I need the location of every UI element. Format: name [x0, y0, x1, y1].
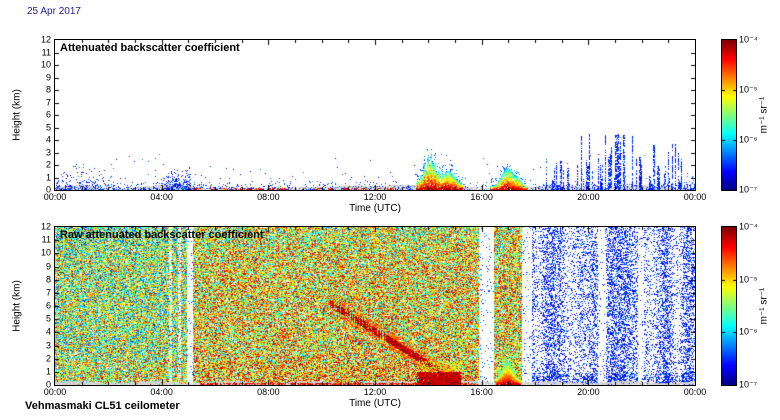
- panel2-title: Raw attenuated backscatter coefficient: [60, 229, 264, 241]
- panel2-colorbar-label: m⁻¹ sr⁻¹: [758, 287, 770, 325]
- x-tick-label: 16:00: [470, 192, 493, 202]
- colorbar-tick-label: 10⁻⁵: [739, 84, 758, 95]
- colorbar-tick-label: 10⁻⁵: [739, 274, 758, 285]
- x-tick-label: 20:00: [577, 192, 600, 202]
- panel2-colorbar: [721, 226, 737, 386]
- x-tick-label: 20:00: [577, 387, 600, 397]
- y-tick-label: 12: [40, 34, 51, 45]
- colorbar-tick-label: 10⁻⁴: [739, 34, 758, 45]
- y-tick-label: 0: [45, 184, 51, 195]
- y-tick-label: 5: [45, 313, 51, 324]
- colorbar-tick-label: 10⁻⁷: [739, 184, 758, 195]
- panel1-colorbar-label: m⁻¹ sr⁻¹: [758, 96, 770, 134]
- panel2-y-axis-label: Height (km): [11, 280, 23, 332]
- y-tick-label: 10: [40, 247, 51, 258]
- y-tick-label: 5: [45, 122, 51, 132]
- attenuated-backscatter-heatmap: [55, 40, 695, 190]
- y-tick-label: 11: [41, 47, 51, 57]
- y-tick-label: 1: [45, 366, 51, 377]
- y-tick-label: 2: [45, 353, 51, 364]
- x-tick-label: 00:00: [43, 192, 67, 202]
- x-tick-label: 04:00: [150, 192, 173, 202]
- y-tick-label: 9: [45, 72, 51, 82]
- panel2-colorbar-gradient: [722, 227, 736, 385]
- y-tick-label: 6: [45, 109, 51, 120]
- y-tick-label: 3: [45, 147, 51, 157]
- colorbar-tick-label: 10⁻⁷: [739, 379, 758, 390]
- y-tick-label: 10: [40, 59, 51, 70]
- date-label: 25 Apr 2017: [27, 6, 81, 17]
- panel1-x-axis-label: Time (UTC): [349, 203, 401, 214]
- attenuated-backscatter-panel: Attenuated backscatter coefficient: [54, 39, 696, 191]
- y-tick-label: 4: [45, 134, 51, 145]
- panel1-title: Attenuated backscatter coefficient: [60, 42, 240, 54]
- y-tick-label: 2: [45, 159, 51, 170]
- x-tick-label: 12:00: [363, 387, 387, 397]
- instrument-label: Vehmasmaki CL51 ceilometer: [25, 400, 180, 412]
- colorbar-tick-label: 10⁻⁴: [739, 221, 758, 232]
- raw-backscatter-heatmap: [55, 227, 695, 385]
- raw-backscatter-panel: Raw attenuated backscatter coefficient: [54, 226, 696, 386]
- panel1-colorbar-gradient: [722, 40, 736, 190]
- y-tick-label: 7: [45, 97, 51, 107]
- y-tick-label: 9: [45, 261, 51, 271]
- x-tick-label: 08:00: [257, 387, 280, 397]
- colorbar-tick-label: 10⁻⁶: [739, 134, 758, 145]
- x-tick-label: 08:00: [257, 192, 280, 202]
- y-tick-label: 0: [45, 379, 51, 390]
- panel1-colorbar: [721, 39, 737, 191]
- y-tick-label: 3: [45, 340, 51, 350]
- colorbar-tick-label: 10⁻⁶: [739, 326, 758, 337]
- panel2-x-axis-label: Time (UTC): [349, 398, 401, 409]
- x-tick-label: 00:00: [683, 192, 707, 202]
- x-tick-label: 00:00: [43, 387, 67, 397]
- x-tick-label: 16:00: [470, 387, 493, 397]
- panel1-y-axis-label: Height (km): [11, 89, 23, 141]
- y-tick-label: 6: [45, 300, 51, 311]
- x-tick-label: 12:00: [363, 192, 387, 202]
- y-tick-label: 1: [45, 172, 51, 182]
- y-tick-label: 8: [45, 84, 51, 95]
- y-tick-label: 8: [45, 274, 51, 285]
- y-tick-label: 12: [40, 221, 51, 232]
- y-tick-label: 7: [45, 287, 51, 298]
- y-tick-label: 4: [45, 326, 51, 337]
- y-tick-label: 11: [41, 234, 51, 245]
- x-tick-label: 00:00: [683, 387, 707, 397]
- x-tick-label: 04:00: [150, 387, 173, 397]
